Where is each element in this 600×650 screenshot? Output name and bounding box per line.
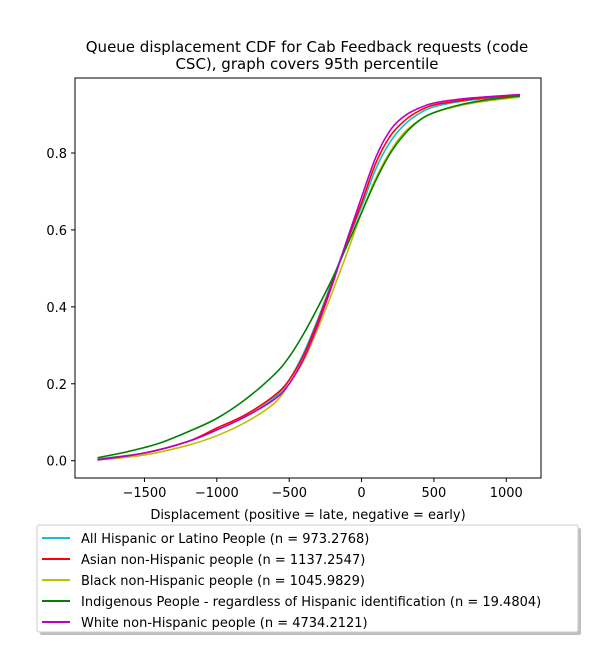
y-tick-label: 0.0 (46, 455, 67, 470)
x-axis-label: Displacement (positive = late, negative … (150, 508, 465, 523)
x-tick-label: −1000 (195, 486, 239, 501)
x-tick-label: −500 (271, 486, 307, 501)
x-tick-label: 500 (421, 486, 446, 501)
y-tick-label: 0.6 (46, 224, 67, 239)
legend-entries: All Hispanic or Latino People (n = 973.2… (42, 532, 541, 631)
series-line-4 (97, 93, 521, 461)
legend-label-3: Indigenous People - regardless of Hispan… (81, 595, 541, 610)
legend-label-2: Black non-Hispanic people (n = 1045.9829… (81, 574, 365, 589)
legend: All Hispanic or Latino People (n = 973.2… (36, 524, 581, 635)
legend-frame (36, 524, 579, 633)
series-line-0 (97, 95, 521, 460)
legend-label-0: All Hispanic or Latino People (n = 973.2… (81, 532, 369, 547)
legend-label-4: White non-Hispanic people (n = 4734.2121… (81, 616, 368, 631)
y-tick-label: 0.8 (46, 147, 67, 162)
series-line-2 (97, 96, 521, 461)
series-line-3 (97, 95, 521, 459)
ticks-layer: −1500 −1000 −500 0 500 1000 0.0 0.2 0.4 0.6 0.8 (46, 147, 523, 501)
y-tick-label: 0.4 (46, 301, 67, 316)
legend-label-1: Asian non-Hispanic people (n = 1137.2547… (81, 553, 365, 568)
series-line-1 (97, 94, 521, 461)
chart-title-line-1: Queue displacement CDF for Cab Feedback … (86, 38, 529, 56)
chart-title-line-2: CSC), graph covers 95th percentile (175, 55, 438, 73)
x-tick-label: 0 (357, 486, 365, 501)
series-layer (97, 93, 521, 461)
x-tick-label: 1000 (490, 486, 523, 501)
y-tick-label: 0.2 (46, 378, 67, 393)
plot-area-frame (74, 77, 542, 479)
x-tick-label: −1500 (122, 486, 166, 501)
